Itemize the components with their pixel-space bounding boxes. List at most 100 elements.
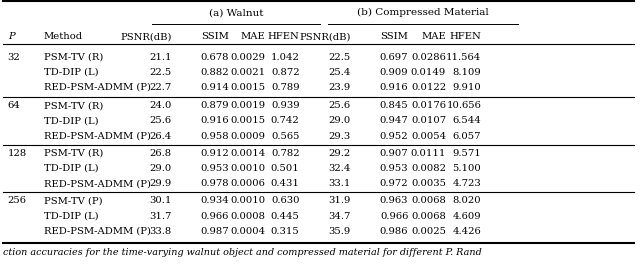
Text: 0.916: 0.916: [200, 117, 229, 125]
Text: TD-DIP (L): TD-DIP (L): [44, 68, 98, 77]
Text: 33.1: 33.1: [328, 179, 351, 188]
Text: PSM-TV (R): PSM-TV (R): [44, 53, 103, 62]
Text: RED-PSM-ADMM (P): RED-PSM-ADMM (P): [44, 132, 150, 141]
Text: 0.0068: 0.0068: [412, 197, 446, 206]
Text: SSIM: SSIM: [380, 32, 408, 41]
Text: 0.0014: 0.0014: [230, 149, 266, 158]
Text: ction accuracies for the time-varying walnut object and compressed material for : ction accuracies for the time-varying wa…: [3, 248, 482, 257]
Text: 0.0082: 0.0082: [411, 164, 446, 173]
Text: 0.445: 0.445: [271, 212, 300, 221]
Text: 25.4: 25.4: [328, 68, 351, 77]
Text: 0.501: 0.501: [271, 164, 300, 173]
Text: 25.6: 25.6: [328, 101, 351, 110]
Text: HFEN: HFEN: [268, 32, 300, 41]
Text: 0.0019: 0.0019: [230, 101, 266, 110]
Text: PSM-TV (R): PSM-TV (R): [44, 149, 103, 158]
Text: 11.564: 11.564: [446, 53, 481, 62]
Text: 22.7: 22.7: [149, 83, 172, 92]
Text: 0.678: 0.678: [200, 53, 229, 62]
Text: 29.2: 29.2: [328, 149, 351, 158]
Text: 22.5: 22.5: [328, 53, 351, 62]
Text: 31.9: 31.9: [328, 197, 351, 206]
Text: 0.697: 0.697: [380, 53, 408, 62]
Text: 32.4: 32.4: [328, 164, 351, 173]
Text: 34.7: 34.7: [328, 212, 351, 221]
Text: 0.0015: 0.0015: [230, 83, 266, 92]
Text: 0.934: 0.934: [200, 197, 229, 206]
Text: 0.953: 0.953: [200, 164, 229, 173]
Text: 0.0029: 0.0029: [230, 53, 266, 62]
Text: 0.966: 0.966: [201, 212, 229, 221]
Text: PSNR(dB): PSNR(dB): [120, 32, 172, 41]
Text: 0.909: 0.909: [380, 68, 408, 77]
Text: 0.952: 0.952: [380, 132, 408, 141]
Text: 0.782: 0.782: [271, 149, 300, 158]
Text: 0.939: 0.939: [271, 101, 300, 110]
Text: 0.431: 0.431: [271, 179, 300, 188]
Text: 26.8: 26.8: [149, 149, 172, 158]
Text: 128: 128: [8, 149, 27, 158]
Text: 0.882: 0.882: [200, 68, 229, 77]
Text: 29.9: 29.9: [149, 179, 172, 188]
Text: 0.953: 0.953: [380, 164, 408, 173]
Text: 29.0: 29.0: [149, 164, 172, 173]
Text: 0.879: 0.879: [200, 101, 229, 110]
Text: PSNR(dB): PSNR(dB): [300, 32, 351, 41]
Text: 26.4: 26.4: [149, 132, 172, 141]
Text: SSIM: SSIM: [201, 32, 229, 41]
Text: 32: 32: [8, 53, 20, 62]
Text: 0.963: 0.963: [380, 197, 408, 206]
Text: 0.0015: 0.0015: [230, 117, 266, 125]
Text: 35.9: 35.9: [328, 227, 351, 236]
Text: Method: Method: [44, 32, 83, 41]
Text: 8.109: 8.109: [452, 68, 481, 77]
Text: 5.100: 5.100: [452, 164, 481, 173]
Text: 0.845: 0.845: [380, 101, 408, 110]
Text: 10.656: 10.656: [447, 101, 481, 110]
Text: HFEN: HFEN: [449, 32, 481, 41]
Text: 33.8: 33.8: [149, 227, 172, 236]
Text: 22.5: 22.5: [149, 68, 172, 77]
Text: 4.609: 4.609: [452, 212, 481, 221]
Text: 0.0176: 0.0176: [411, 101, 446, 110]
Text: 30.1: 30.1: [149, 197, 172, 206]
Text: 0.916: 0.916: [380, 83, 408, 92]
Text: 23.9: 23.9: [328, 83, 351, 92]
Text: 8.020: 8.020: [452, 197, 481, 206]
Text: 0.947: 0.947: [380, 117, 408, 125]
Text: 1.042: 1.042: [271, 53, 300, 62]
Text: 0.0025: 0.0025: [411, 227, 446, 236]
Text: 0.0122: 0.0122: [411, 83, 446, 92]
Text: 0.0009: 0.0009: [230, 132, 266, 141]
Text: PSM-TV (P): PSM-TV (P): [44, 197, 102, 206]
Text: 31.7: 31.7: [149, 212, 172, 221]
Text: 0.0111: 0.0111: [411, 149, 446, 158]
Text: PSM-TV (R): PSM-TV (R): [44, 101, 103, 110]
Text: 0.0107: 0.0107: [411, 117, 446, 125]
Text: 9.910: 9.910: [452, 83, 481, 92]
Text: RED-PSM-ADMM (P): RED-PSM-ADMM (P): [44, 83, 150, 92]
Text: (b) Compressed Material: (b) Compressed Material: [358, 8, 489, 17]
Text: P: P: [8, 32, 15, 41]
Text: 64: 64: [8, 101, 20, 110]
Text: 0.912: 0.912: [200, 149, 229, 158]
Text: 0.0004: 0.0004: [230, 227, 266, 236]
Text: 0.0286: 0.0286: [412, 53, 446, 62]
Text: TD-DIP (L): TD-DIP (L): [44, 212, 98, 221]
Text: 0.0149: 0.0149: [411, 68, 446, 77]
Text: 0.0008: 0.0008: [230, 212, 266, 221]
Text: 0.315: 0.315: [271, 227, 300, 236]
Text: 4.723: 4.723: [452, 179, 481, 188]
Text: 0.907: 0.907: [380, 149, 408, 158]
Text: 29.0: 29.0: [328, 117, 351, 125]
Text: TD-DIP (L): TD-DIP (L): [44, 117, 98, 125]
Text: 0.966: 0.966: [380, 212, 408, 221]
Text: 0.565: 0.565: [271, 132, 300, 141]
Text: TD-DIP (L): TD-DIP (L): [44, 164, 98, 173]
Text: 25.6: 25.6: [149, 117, 172, 125]
Text: 0.978: 0.978: [200, 179, 229, 188]
Text: 0.986: 0.986: [380, 227, 408, 236]
Text: 0.0010: 0.0010: [230, 197, 266, 206]
Text: 0.0035: 0.0035: [411, 179, 446, 188]
Text: 0.0068: 0.0068: [412, 212, 446, 221]
